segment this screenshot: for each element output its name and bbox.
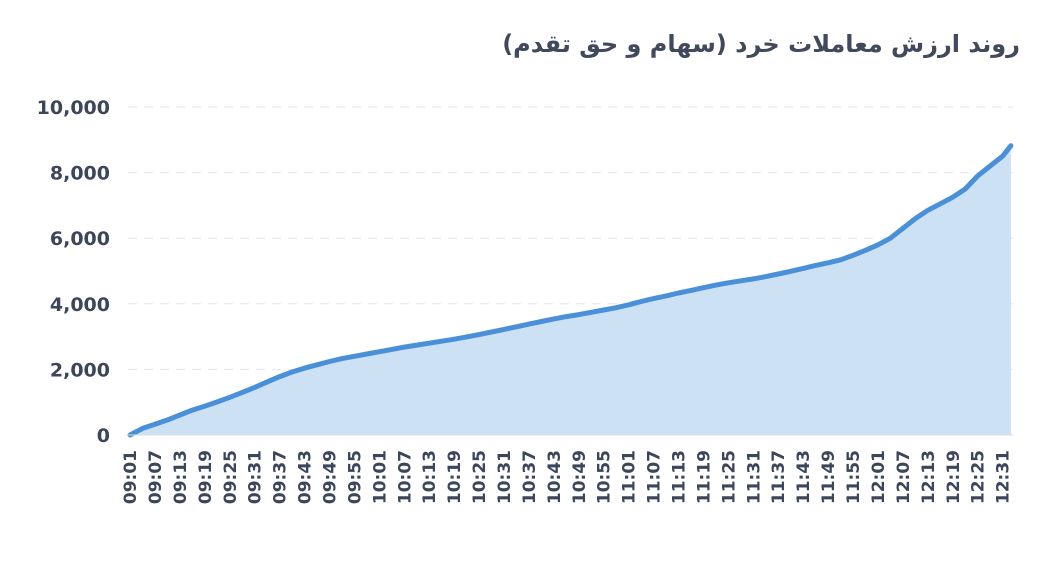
x-tick-label: 10:13 xyxy=(420,450,440,504)
x-tick-label: 11:25 xyxy=(719,450,739,504)
x-tick-label: 11:49 xyxy=(819,450,839,504)
x-tick-label: 10:31 xyxy=(495,450,515,504)
x-tick-label: 09:55 xyxy=(345,450,365,504)
x-axis: 09:01 09:07 09:13 09:19 09:25 09:31 09:37 09:43… xyxy=(121,434,1014,504)
x-tick-label: 09:49 xyxy=(321,450,341,504)
x-tick-label: 11:37 xyxy=(769,450,789,504)
x-tick-label: 11:43 xyxy=(794,450,814,504)
chart-title: روند ارزش معاملات خرد (سهام و حق تقدم) xyxy=(502,30,1020,58)
x-tick-label: 09:31 xyxy=(246,450,266,504)
x-tick-label: 10:55 xyxy=(595,450,615,504)
y-tick-label: 8,000 xyxy=(50,163,110,185)
plot-area xyxy=(127,143,1014,438)
x-tick-label: 12:07 xyxy=(894,450,914,504)
x-tick-label: 10:01 xyxy=(370,450,390,504)
series-line xyxy=(127,143,1014,438)
y-tick-label: 4,000 xyxy=(50,294,110,316)
x-tick-label: 09:07 xyxy=(146,450,166,504)
x-tick-label: 12:19 xyxy=(944,450,964,504)
x-tick-label: 10:07 xyxy=(395,450,415,504)
x-tick-label: 10:43 xyxy=(545,450,565,504)
x-tick-label: 09:19 xyxy=(196,450,216,504)
y-tick-label: 2,000 xyxy=(50,359,110,381)
x-tick-label: 09:01 xyxy=(121,450,141,504)
x-tick-label: 09:13 xyxy=(171,450,191,504)
y-tick-label: 6,000 xyxy=(50,228,110,250)
y-tick-label: 0 xyxy=(97,425,110,447)
area-fill xyxy=(130,145,1011,435)
x-tick-label: 09:43 xyxy=(296,450,316,504)
x-tick-label: 10:49 xyxy=(570,450,590,504)
y-axis: 0 2,000 4,000 6,000 8,000 10,000 xyxy=(37,97,110,447)
x-tick-label: 10:37 xyxy=(520,450,540,504)
x-tick-label: 11:31 xyxy=(744,450,764,504)
x-tick-label: 09:25 xyxy=(221,450,241,504)
x-tick-label: 11:13 xyxy=(670,450,690,504)
x-tick-label: 11:01 xyxy=(620,450,640,504)
x-tick-label: 10:25 xyxy=(470,450,490,504)
x-tick-label: 12:13 xyxy=(919,450,939,504)
x-tick-label: 12:01 xyxy=(869,450,889,504)
x-tick-label: 11:19 xyxy=(695,450,715,504)
x-tick-label: 11:07 xyxy=(645,450,665,504)
x-tick-label: 12:25 xyxy=(969,450,989,504)
x-tick-label: 11:55 xyxy=(844,450,864,504)
x-tick-label: 09:37 xyxy=(271,450,291,504)
x-tick-label: 10:19 xyxy=(445,450,465,504)
x-tick-label: 12:31 xyxy=(994,450,1014,504)
y-tick-label: 10,000 xyxy=(37,97,110,119)
